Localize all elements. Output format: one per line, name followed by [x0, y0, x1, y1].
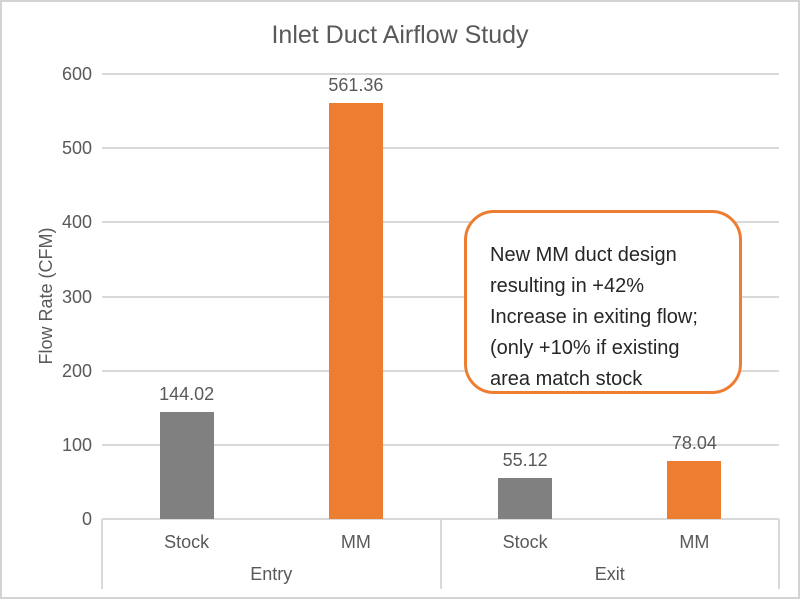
- chart-title: Inlet Duct Airflow Study: [271, 21, 529, 49]
- y-tick-label: 400: [61, 212, 92, 233]
- y-tick-label: 600: [61, 64, 92, 84]
- category-label: MM: [679, 532, 710, 552]
- bar-entry-mm: [328, 102, 383, 519]
- y-tick-label: 100: [61, 434, 92, 455]
- gridline: [102, 369, 779, 372]
- bar-exit-stock: [498, 478, 553, 519]
- y-tick-label: 0: [81, 509, 92, 529]
- annotation-callout: New MM duct design resulting in +42% Inc…: [464, 210, 742, 394]
- y-tick-label: 300: [61, 286, 92, 307]
- category-axis-separator: [439, 519, 442, 589]
- data-label: 55.12: [502, 450, 548, 471]
- gridline: [102, 147, 779, 150]
- bar-exit-mm: [667, 461, 722, 519]
- data-label: 78.04: [671, 433, 717, 454]
- gridline: [102, 221, 779, 224]
- category-label: MM: [340, 532, 371, 552]
- gridline: [102, 443, 779, 446]
- category-label: Stock: [502, 532, 548, 552]
- data-label: 144.02: [159, 384, 215, 405]
- y-tick-label: 200: [61, 360, 92, 381]
- group-label: Exit: [594, 564, 625, 584]
- gridline: [102, 73, 779, 75]
- y-tick-label: 500: [61, 138, 92, 159]
- category-axis-separator: [101, 519, 103, 589]
- gridline: [102, 295, 779, 298]
- annotation-text: New MM duct design resulting in +42% Inc…: [490, 244, 698, 390]
- bar-entry-stock: [159, 412, 214, 519]
- category-label: Stock: [164, 532, 210, 552]
- category-axis-separator: [778, 519, 780, 589]
- group-label: Entry: [250, 564, 293, 584]
- data-label: 561.36: [328, 74, 384, 95]
